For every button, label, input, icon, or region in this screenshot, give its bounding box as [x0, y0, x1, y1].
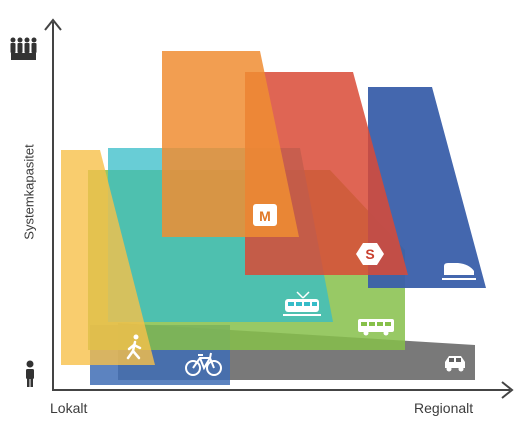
- local-train-icon: S: [356, 243, 384, 265]
- y-axis-label: Systemkapasitet: [21, 144, 37, 240]
- high-speed-train-icon: [442, 263, 476, 280]
- group-of-people-icon: [10, 37, 37, 60]
- single-person-icon: [26, 360, 34, 387]
- svg-text:S: S: [365, 246, 374, 262]
- bicycle-icon: [185, 352, 222, 376]
- walking-area: [61, 150, 155, 365]
- metro-area: [162, 51, 299, 237]
- tram-icon: [283, 291, 321, 316]
- bus-icon: [358, 319, 394, 336]
- car-icon: [445, 356, 465, 372]
- x-axis-label-regional: Regionalt: [414, 400, 474, 416]
- axes: [44, 18, 514, 399]
- pedestrian-icon: [126, 334, 142, 360]
- metro-icon: M: [253, 204, 277, 226]
- svg-text:M: M: [259, 208, 271, 224]
- x-axis-label-local: Lokalt: [50, 400, 88, 416]
